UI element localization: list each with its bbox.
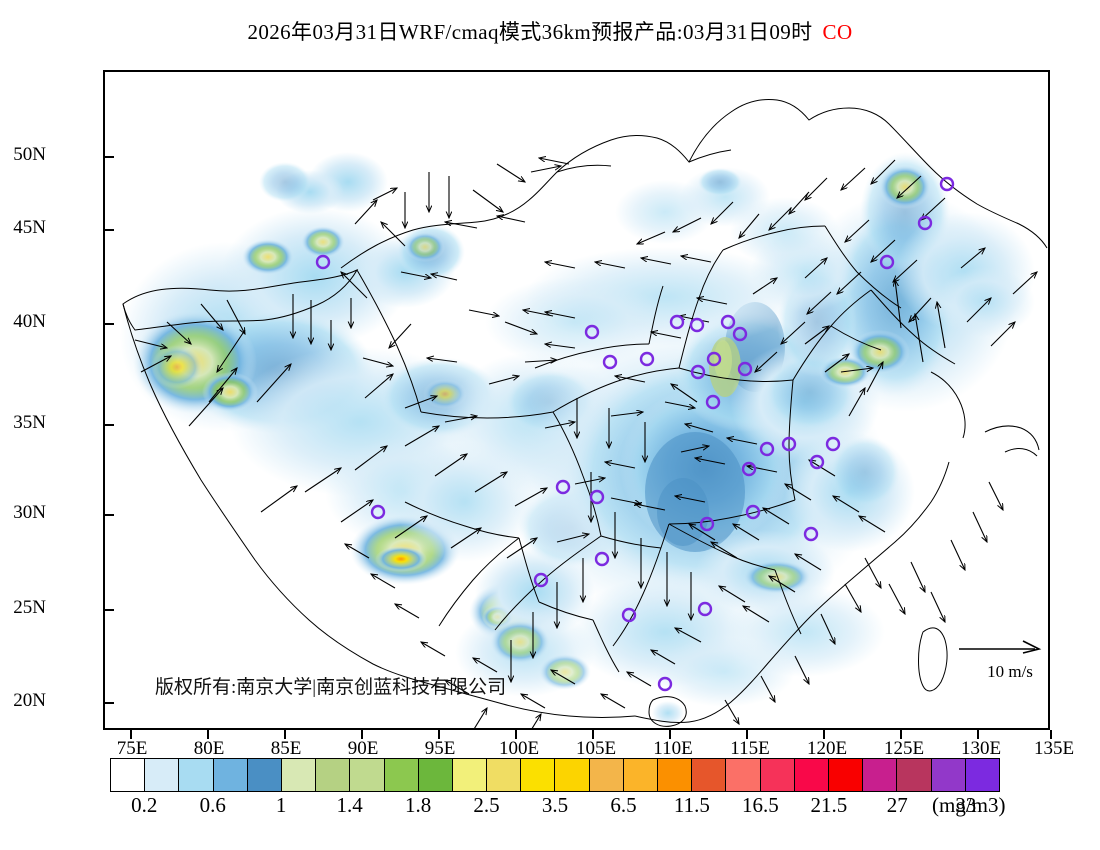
- colorbar-swatch[interactable]: [452, 759, 488, 791]
- map-plot-area[interactable]: [103, 70, 1050, 730]
- colorbar-swatch[interactable]: [692, 759, 727, 791]
- colorbar-tick-label: 16.5: [742, 793, 779, 817]
- x-tick: [823, 730, 825, 739]
- x-tick: [515, 730, 517, 739]
- colorbar-tick-label: 11.5: [673, 793, 710, 817]
- colorbar-labels: 0.2 0.6 1 1.4 1.8 2.5 3.5 6.5 11.5 16.5 21.5 27 33 (m…: [110, 793, 1005, 819]
- colorbar-tick-label: 0.6: [199, 793, 226, 817]
- colorbar-swatch[interactable]: [145, 759, 180, 791]
- colorbar-tick-label: 3.5: [541, 793, 569, 817]
- colorbar-swatch[interactable]: [281, 759, 317, 791]
- y-axis-label-45n: 45N: [13, 217, 46, 238]
- x-axis-label-95e: 95E: [424, 738, 456, 759]
- colorbar-swatch[interactable]: [931, 759, 966, 791]
- colorbar-swatch[interactable]: [179, 759, 214, 791]
- copyright-watermark: 版权所有:南京大学|南京创蓝科技有限公司: [155, 677, 507, 698]
- y-axis-label-20n: 20N: [13, 690, 46, 711]
- x-axis-label-75e: 75E: [116, 738, 148, 759]
- x-tick: [361, 730, 363, 739]
- y-axis-label-30n: 30N: [13, 502, 46, 523]
- colorbar-swatch[interactable]: [726, 759, 761, 791]
- colorbar-swatch[interactable]: [350, 759, 385, 791]
- x-tick: [746, 730, 748, 739]
- y-tick: [105, 323, 114, 325]
- x-tick: [130, 730, 132, 739]
- colorbar-swatch[interactable]: [794, 759, 829, 791]
- y-tick: [105, 514, 114, 516]
- y-tick: [105, 702, 114, 704]
- x-tick: [900, 730, 902, 739]
- colorbar-swatch[interactable]: [555, 759, 590, 791]
- colorbar-unit-label: (mg/m3): [932, 793, 1006, 817]
- city-markers[interactable]: [315, 176, 955, 692]
- colorbar-swatch[interactable]: [384, 759, 419, 791]
- colorbar-tick-label: 2.5: [473, 793, 500, 817]
- map-boundaries: [122, 99, 1048, 727]
- y-tick: [105, 156, 114, 158]
- colorbar-swatch[interactable]: [418, 759, 453, 791]
- colorbar-swatch[interactable]: [487, 759, 522, 791]
- y-axis-label-25n: 25N: [13, 597, 46, 618]
- colorbar-swatch[interactable]: [897, 759, 932, 791]
- colorbar-tick-label: 33: [955, 793, 977, 817]
- title-text: 2026年03月31日WRF/cmaq模式36km预报产品:03月31日09时: [247, 20, 813, 44]
- x-tick: [284, 730, 286, 739]
- y-axis-label-35n: 35N: [13, 412, 46, 433]
- colorbar-swatch[interactable]: [863, 759, 898, 791]
- colorbar-tick-label: 1.4: [336, 793, 363, 817]
- x-tick: [438, 730, 440, 739]
- colorbar-tick-label: 1: [275, 793, 287, 817]
- y-tick: [105, 609, 114, 611]
- x-axis-label-130e: 130E: [960, 738, 1002, 759]
- x-axis-label-135e: 135E: [1033, 738, 1075, 759]
- colorbar-tick-label: 0.2: [131, 793, 158, 817]
- x-axis-label-80e: 80E: [193, 738, 225, 759]
- colorbar-swatch[interactable]: [247, 759, 282, 791]
- y-tick: [105, 229, 114, 231]
- wind-scale-label: 10 m/s: [987, 662, 1033, 681]
- x-tick: [592, 730, 594, 739]
- wind-arrow-icon: [959, 640, 1042, 654]
- colorbar-swatch[interactable]: [316, 759, 351, 791]
- map-canvas: [120, 99, 1048, 728]
- colorbar-swatch[interactable]: [623, 759, 658, 791]
- title-species: CO: [822, 20, 853, 44]
- x-axis-label-90e: 90E: [347, 738, 379, 759]
- colorbar-swatch[interactable]: [521, 759, 556, 791]
- y-axis-label-50n: 50N: [13, 144, 46, 165]
- wind-vector-field: [134, 158, 1037, 728]
- x-axis-label-115e: 115E: [730, 738, 770, 759]
- colorbar-swatch[interactable]: [760, 759, 795, 791]
- colorbar-tick-label: 21.5: [810, 793, 848, 817]
- colorbar-swatch[interactable]: [828, 759, 864, 791]
- colorbar-tick-label: 6.5: [610, 793, 637, 817]
- wind-scale-key: 10 m/s: [955, 640, 1065, 682]
- concentration-field: [120, 152, 1035, 725]
- x-axis-label-120e: 120E: [806, 738, 848, 759]
- x-axis-label-125e: 125E: [883, 738, 925, 759]
- colorbar-tick-label: 27: [886, 793, 908, 817]
- colorbar-swatch[interactable]: [213, 759, 248, 791]
- x-axis-label-105e: 105E: [575, 738, 617, 759]
- colorbar[interactable]: [110, 758, 1000, 792]
- page-title: 2026年03月31日WRF/cmaq模式36km预报产品:03月31日09时 C…: [0, 16, 1100, 46]
- x-tick: [669, 730, 671, 739]
- x-axis-label-85e: 85E: [270, 738, 302, 759]
- x-tick: [977, 730, 979, 739]
- x-tick: [1050, 730, 1052, 739]
- colorbar-swatch[interactable]: [111, 759, 146, 791]
- colorbar-swatch[interactable]: [658, 759, 693, 791]
- colorbar-tick-label: 1.8: [404, 793, 432, 817]
- x-tick: [207, 730, 209, 739]
- x-axis-label-110e: 110E: [653, 738, 693, 759]
- y-axis-label-40n: 40N: [13, 311, 46, 332]
- colorbar-swatch[interactable]: [965, 759, 999, 791]
- colorbar-swatch[interactable]: [589, 759, 624, 791]
- x-axis-label-100e: 100E: [498, 738, 540, 759]
- y-tick: [105, 424, 114, 426]
